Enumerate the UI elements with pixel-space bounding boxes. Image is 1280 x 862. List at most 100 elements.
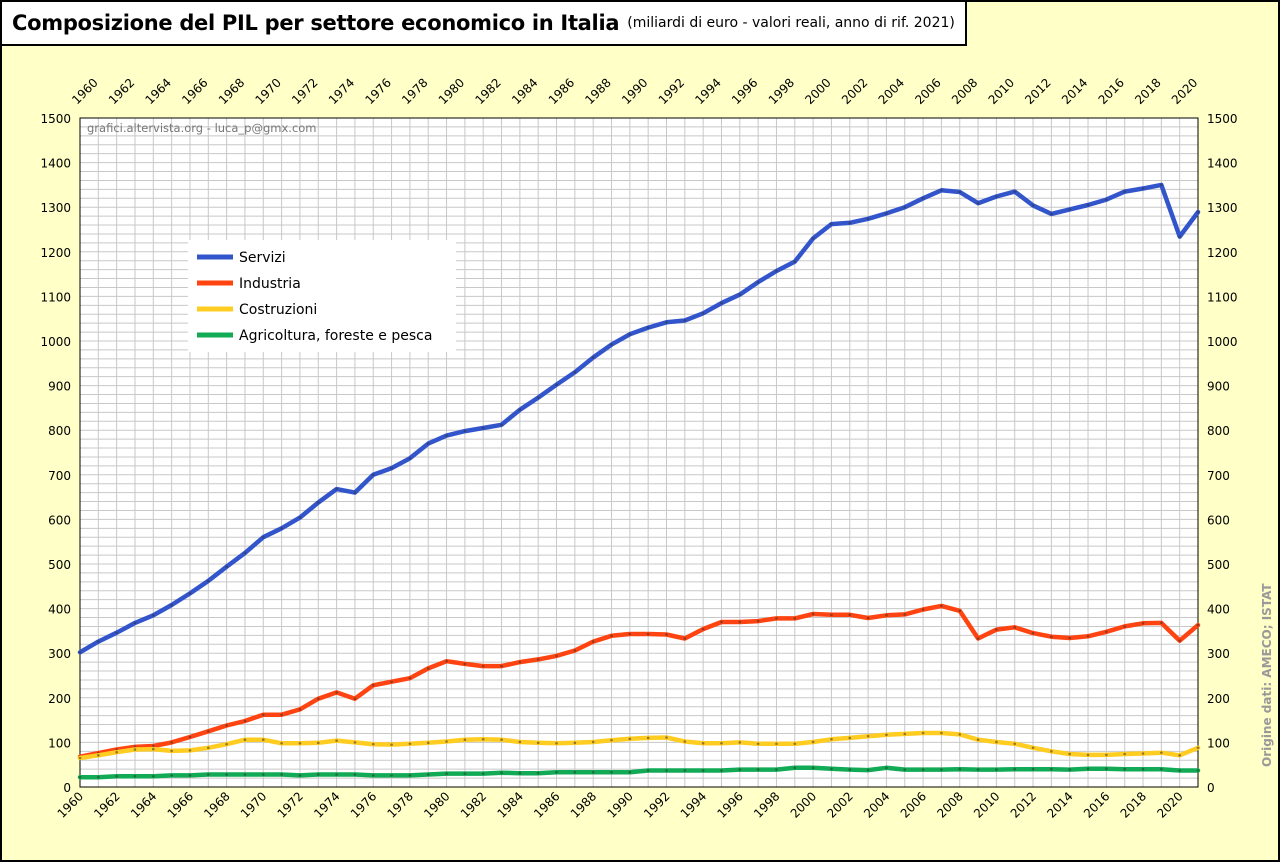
x-tick-label-top: 2014 xyxy=(1059,76,1090,107)
plot-area xyxy=(80,118,1198,787)
data-point xyxy=(280,713,283,717)
data-point xyxy=(1031,204,1035,207)
data-point xyxy=(646,736,650,740)
data-point xyxy=(793,766,797,770)
data-point xyxy=(628,333,632,336)
data-point xyxy=(1123,190,1126,193)
data-point xyxy=(756,619,760,623)
data-point xyxy=(995,628,998,631)
data-point xyxy=(903,768,907,771)
x-tick-label-bottom: 1960 xyxy=(55,789,86,820)
data-point xyxy=(316,741,320,745)
data-point xyxy=(243,738,247,742)
data-point xyxy=(316,697,320,700)
x-tick-label-top: 1992 xyxy=(656,76,687,107)
data-point xyxy=(1160,621,1163,625)
y-tick-label-left: 400 xyxy=(48,603,71,617)
data-point xyxy=(518,740,522,744)
y-tick-label-right: 400 xyxy=(1207,603,1230,617)
y-tick-label-right: 1000 xyxy=(1207,335,1238,349)
series-line-4 xyxy=(77,765,1201,780)
data-point xyxy=(500,423,503,427)
data-point xyxy=(775,742,778,746)
x-tick-label-top: 2018 xyxy=(1132,76,1163,107)
data-point xyxy=(921,731,925,735)
data-point xyxy=(390,774,393,777)
data-point xyxy=(481,426,485,430)
data-point xyxy=(243,773,247,776)
data-point xyxy=(775,617,778,620)
data-point xyxy=(1196,210,1200,214)
series-line-2 xyxy=(77,603,1201,759)
data-point xyxy=(371,774,375,777)
data-point xyxy=(848,613,852,617)
data-point xyxy=(940,604,943,608)
data-point xyxy=(738,768,742,771)
data-point xyxy=(701,741,705,745)
data-point xyxy=(573,370,577,374)
data-point xyxy=(97,754,100,757)
data-point xyxy=(738,293,742,296)
data-point xyxy=(1141,767,1145,771)
chart-subtitle: (miliardi di euro - valori reali, anno d… xyxy=(627,15,955,31)
data-point xyxy=(353,697,357,700)
data-point xyxy=(1105,767,1108,771)
data-point xyxy=(335,773,338,776)
x-tick-label-top: 2004 xyxy=(876,76,907,107)
data-point xyxy=(188,592,192,595)
watermark: grafici.altervista.org - luca_p@gmx.com xyxy=(87,121,317,135)
x-tick-label-top: 1974 xyxy=(326,76,357,107)
y-tick-label-left: 1200 xyxy=(40,246,71,260)
data-point xyxy=(683,319,687,322)
data-point xyxy=(555,741,558,745)
y-tick-label-left: 1400 xyxy=(40,157,71,171)
data-point xyxy=(78,775,82,779)
data-point xyxy=(426,442,430,445)
data-point xyxy=(133,774,137,778)
x-tick-label-bottom: 2012 xyxy=(1008,789,1039,820)
x-tick-label-top: 1980 xyxy=(436,76,467,107)
data-point xyxy=(390,743,393,746)
data-point xyxy=(1068,752,1072,756)
x-tick-label-bottom: 2002 xyxy=(824,789,855,820)
y-tick-label-left: 200 xyxy=(48,692,71,706)
x-tick-label-bottom: 1970 xyxy=(238,789,269,820)
data-point xyxy=(976,738,980,742)
data-point xyxy=(830,737,833,741)
data-point xyxy=(298,741,302,745)
data-point xyxy=(500,664,503,668)
data-point xyxy=(426,741,430,745)
y-tick-label-left: 1300 xyxy=(40,201,71,215)
data-point xyxy=(1013,742,1017,746)
data-point xyxy=(701,312,705,315)
x-tick-label-top: 1986 xyxy=(546,76,577,107)
data-point xyxy=(152,613,155,617)
x-tick-label-bottom: 1968 xyxy=(201,789,232,820)
data-point xyxy=(775,269,778,273)
y-tick-label-left: 300 xyxy=(48,647,71,661)
data-point xyxy=(1050,635,1053,638)
data-point xyxy=(995,768,998,771)
data-point xyxy=(610,634,613,638)
legend-label: Agricoltura, foreste e pesca xyxy=(239,328,432,344)
data-point xyxy=(555,654,558,658)
data-point xyxy=(133,621,137,625)
data-point xyxy=(500,771,503,775)
y-tick-label-left: 0 xyxy=(63,781,71,795)
data-point xyxy=(628,737,632,741)
plot-border xyxy=(79,117,1199,788)
y-tick-label-right: 1300 xyxy=(1207,201,1238,215)
data-point xyxy=(646,326,650,329)
data-point xyxy=(921,608,925,611)
data-point xyxy=(115,774,118,778)
data-point xyxy=(78,651,82,654)
data-point xyxy=(940,768,943,771)
x-tick-label-bottom: 1998 xyxy=(751,789,782,820)
chart-title: Composizione del PIL per settore economi… xyxy=(12,11,620,35)
data-point xyxy=(683,740,687,743)
y-tick-label-left: 100 xyxy=(48,736,71,750)
data-point xyxy=(1086,634,1090,638)
y-tick-label-right: 1100 xyxy=(1207,290,1238,304)
data-point xyxy=(573,649,577,652)
